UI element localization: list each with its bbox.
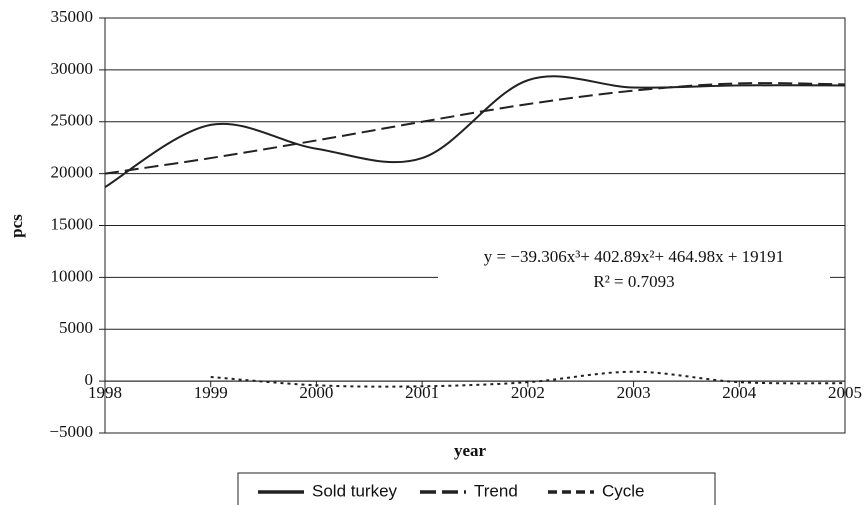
y-tick-label: 0 xyxy=(85,370,94,389)
x-tick-label: 2000 xyxy=(299,383,333,402)
series-line xyxy=(104,75,846,188)
y-tick-label: 30000 xyxy=(51,59,94,78)
x-tick-label: 2004 xyxy=(722,383,757,402)
legend-box xyxy=(237,472,716,505)
y-tick-label: 5000 xyxy=(59,318,93,337)
legend-label: Sold turkey xyxy=(312,481,398,500)
x-tick-label: 2002 xyxy=(511,383,545,402)
x-axis-label: year xyxy=(454,441,487,460)
y-tick-label: 25000 xyxy=(51,111,94,130)
x-tick-label: 1998 xyxy=(88,383,122,402)
y-tick-label: 10000 xyxy=(51,266,94,285)
legend-label: Cycle xyxy=(602,481,645,500)
y-tick-label: 20000 xyxy=(51,163,94,182)
y-tick-label: 35000 xyxy=(51,7,94,26)
x-tick-label: 1999 xyxy=(194,383,228,402)
annotation: R² = 0.7093 xyxy=(593,272,674,291)
annotation-box xyxy=(438,243,830,295)
y-tick-label: 15000 xyxy=(51,214,94,233)
y-tick-label: −5000 xyxy=(49,422,93,441)
series-line xyxy=(210,370,846,388)
annotation: y = −39.306x³+ 402.89x²+ 464.98x + 19191 xyxy=(484,247,784,266)
x-tick-label: 2003 xyxy=(617,383,651,402)
y-axis-label: pcs xyxy=(7,214,26,238)
x-tick-label: 2001 xyxy=(405,383,439,402)
x-tick-label: 2005 xyxy=(828,383,862,402)
series-line xyxy=(104,82,846,175)
legend-label: Trend xyxy=(474,481,518,500)
plot-border xyxy=(104,17,846,434)
